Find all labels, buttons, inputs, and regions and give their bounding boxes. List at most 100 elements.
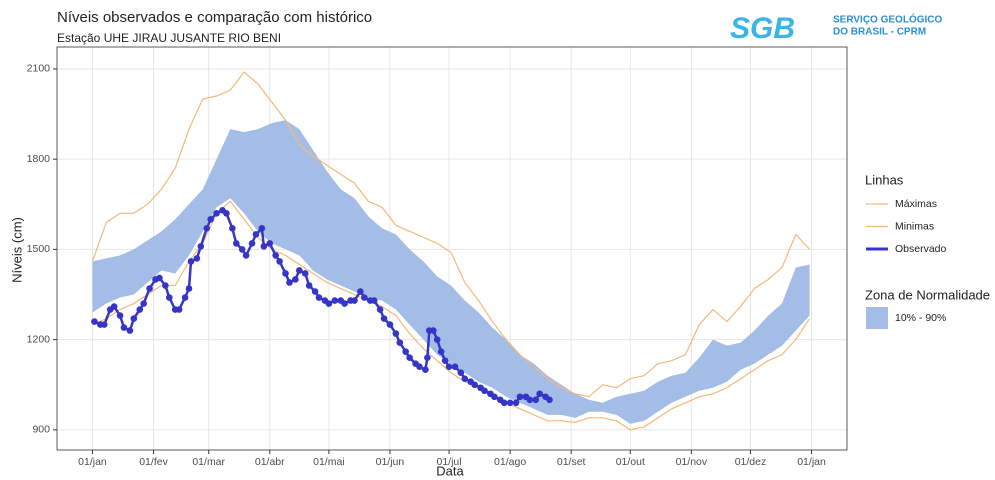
y-tick-label: 1800	[27, 153, 51, 165]
data-point	[396, 339, 404, 346]
data-point	[471, 381, 478, 389]
data-point	[276, 258, 283, 265]
data-point	[516, 393, 524, 401]
plot-border	[56, 46, 848, 451]
data-point	[491, 393, 498, 401]
series-line	[92, 200, 811, 431]
data-point	[380, 315, 388, 322]
data-point	[406, 354, 413, 361]
data-point	[311, 288, 319, 295]
logo-text: SERVIÇO GEOLÓGICO	[833, 13, 942, 26]
data-point	[187, 258, 195, 265]
y-tick-label: 2100	[27, 63, 51, 75]
data-point	[416, 363, 423, 370]
x-tick-label: 01/dez	[735, 456, 767, 468]
logo-text: DO BRASIL - CPRM	[833, 27, 926, 38]
data-point	[433, 336, 441, 343]
data-point	[100, 321, 108, 328]
data-point	[120, 324, 128, 331]
x-tick-label: 01/jul	[436, 456, 461, 468]
data-point	[140, 300, 147, 307]
data-point	[451, 363, 459, 370]
normal-band	[92, 120, 810, 424]
data-point	[296, 267, 303, 274]
data-point	[242, 252, 250, 259]
data-point	[175, 306, 183, 313]
logo-mark: SGB	[730, 12, 795, 45]
data-point	[258, 225, 266, 232]
data-point	[429, 327, 437, 334]
data-point	[266, 240, 274, 247]
x-tick-label: 01/jun	[376, 456, 405, 468]
data-point	[238, 246, 246, 253]
data-point	[146, 285, 153, 292]
data-point	[422, 366, 429, 374]
data-point	[136, 306, 144, 313]
y-tick-label: 1200	[27, 333, 51, 345]
data-point	[546, 396, 553, 404]
data-point	[185, 285, 193, 292]
data-point	[282, 270, 289, 277]
data-point	[292, 276, 299, 283]
x-tick-label: 01/out	[616, 456, 645, 468]
data-point	[441, 357, 449, 364]
data-point	[130, 315, 138, 322]
data-point	[229, 225, 236, 232]
data-point	[357, 288, 364, 295]
data-point	[402, 348, 410, 355]
y-tick-label: 1500	[27, 243, 51, 255]
data-point	[536, 390, 543, 398]
data-point	[193, 255, 201, 262]
data-point	[126, 327, 134, 334]
chart-title: Níveis observados e comparação com histó…	[57, 9, 372, 26]
data-point	[232, 240, 240, 247]
data-point	[305, 282, 313, 289]
legend-label: 10% - 90%	[895, 312, 946, 324]
data-point	[315, 294, 323, 301]
data-point	[351, 297, 358, 304]
data-point	[91, 318, 98, 325]
data-point	[445, 363, 453, 370]
data-point	[386, 321, 394, 328]
data-point	[376, 306, 384, 313]
x-tick-label: 01/mai	[313, 456, 345, 468]
data-point	[116, 312, 124, 319]
data-point	[341, 300, 348, 307]
data-point	[526, 396, 534, 404]
legend-title: Zona de Normalidade	[865, 287, 990, 302]
data-point	[248, 240, 256, 247]
data-point	[223, 210, 230, 217]
data-point	[203, 225, 211, 232]
legend-label: Máximas	[895, 198, 937, 210]
data-point	[506, 399, 514, 407]
data-point	[260, 243, 268, 250]
data-point	[181, 294, 189, 301]
data-point	[370, 297, 378, 304]
data-point	[500, 399, 508, 407]
x-tick-label: 01/nov	[676, 456, 708, 468]
data-point	[252, 231, 260, 238]
y-tick-label: 900	[32, 424, 50, 436]
data-point	[325, 300, 333, 307]
data-point	[156, 274, 163, 282]
x-tick-label: 01/fev	[139, 456, 168, 468]
x-tick-label: 01/abr	[255, 456, 285, 468]
legend-swatch	[866, 307, 888, 329]
data-point	[331, 297, 339, 304]
series-line	[91, 71, 811, 398]
data-point	[286, 279, 293, 286]
data-point	[301, 270, 309, 277]
x-tick-label: 01/ago	[494, 456, 526, 468]
data-point	[272, 252, 279, 259]
legend-label: Minimas	[895, 220, 934, 232]
legend-title: Linhas	[865, 172, 904, 187]
data-point	[110, 303, 118, 310]
data-point	[457, 369, 465, 377]
x-tick-label: 01/jan	[797, 456, 826, 468]
chart-subtitle: Estação UHE JIRAU JUSANTE RIO BENI	[57, 31, 281, 45]
data-point	[162, 282, 169, 289]
data-point	[213, 210, 220, 217]
data-point	[361, 294, 368, 301]
x-tick-label: 01/jan	[78, 456, 107, 468]
